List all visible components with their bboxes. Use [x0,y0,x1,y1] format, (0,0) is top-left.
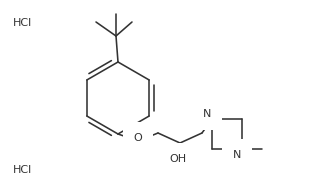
Text: N: N [203,109,211,119]
Text: HCl: HCl [13,18,32,28]
Text: OH: OH [169,154,187,164]
Text: N: N [233,150,241,160]
Text: HCl: HCl [13,165,32,175]
Text: O: O [134,133,142,143]
